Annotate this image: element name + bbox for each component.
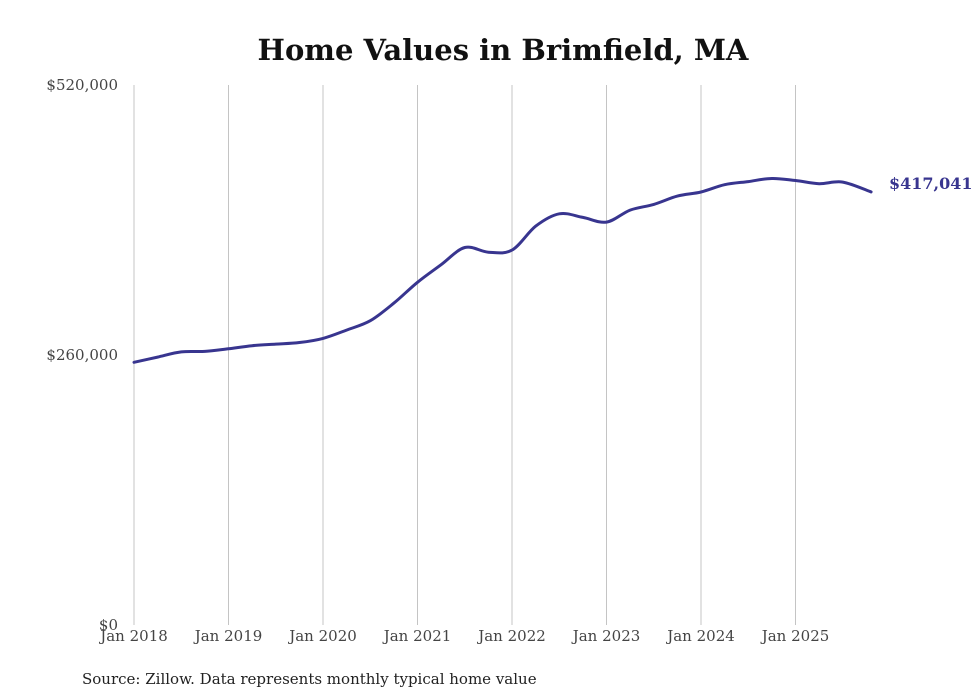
series-line-0 [132,176,873,364]
x-tick-label: Jan 2019 [193,627,263,645]
x-tick-label: Jan 2021 [382,627,452,645]
x-tick-label: Jan 2023 [571,627,641,645]
x-tick-label: Jan 2025 [760,627,830,645]
x-tick-label: Jan 2018 [98,627,168,645]
series-layer [132,176,873,364]
y-tick-label: $520,000 [46,76,118,94]
chart-title: Home Values in Brimfield, MA [258,33,749,67]
end-value-label: $417,041 [889,174,973,193]
gridlines [133,85,796,625]
y-axis-tick-labels: $0 $260,000 $520,000 [46,76,118,634]
x-tick-label: Jan 2022 [476,627,546,645]
x-axis-tick-labels: Jan 2018 Jan 2019 Jan 2020 Jan 2021 Jan 2022… [98,627,829,645]
y-tick-label: $260,000 [46,346,118,364]
source-note: Source: Zillow. Data represents monthly … [82,670,537,688]
x-tick-label: Jan 2024 [665,627,735,645]
y-tick-label: $0 [99,616,118,634]
x-tick-label: Jan 2020 [287,627,357,645]
